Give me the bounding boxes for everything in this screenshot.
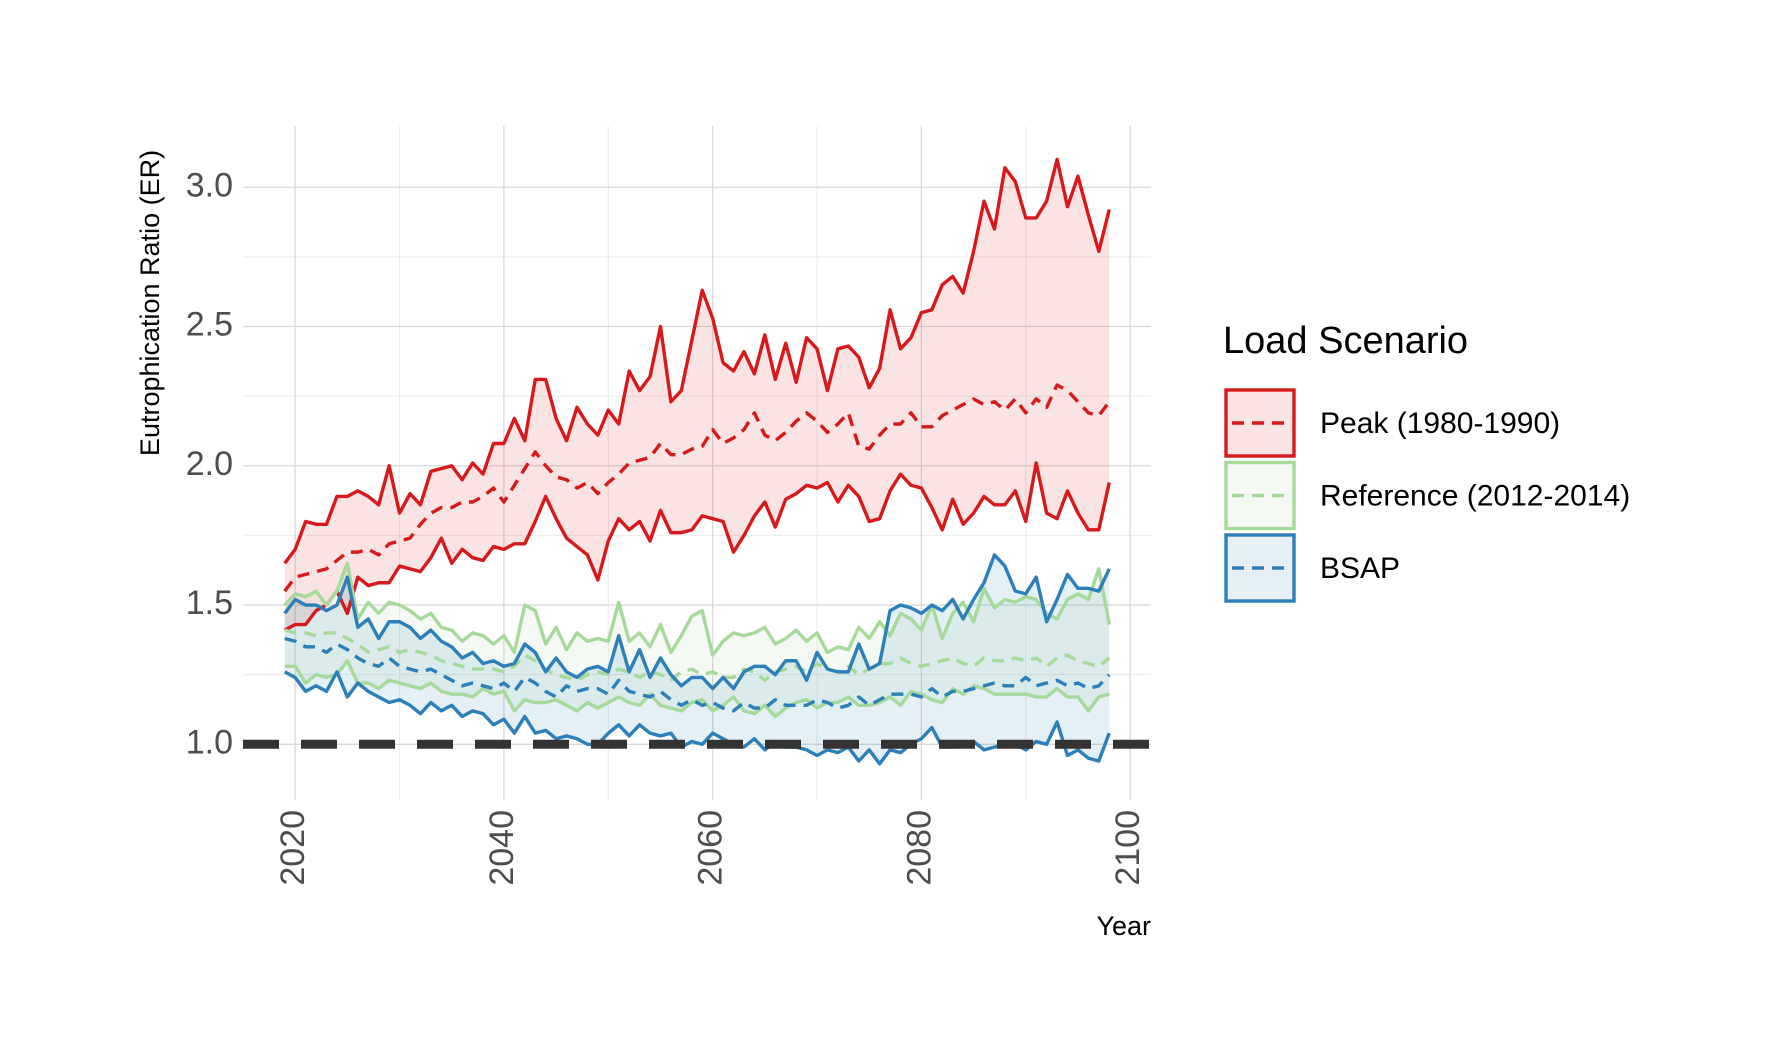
mean-line [284,628,1111,682]
x-tick-label: 2040 [483,810,521,886]
x-tick-label: 2080 [900,810,938,886]
legend-label: BSAP [1320,552,1400,585]
y-tick-label: 1.5 [186,584,233,622]
y-tick-label: 3.0 [186,166,233,204]
bound-line [283,157,1111,565]
ribbon [284,159,1110,631]
mean-line [284,636,1111,713]
mean-line [283,383,1111,593]
x-axis-title: Year [1096,911,1151,941]
legend-label: Peak (1980-1990) [1320,407,1560,440]
y-tick-label: 2.5 [186,306,233,344]
x-tick-label: 2020 [274,810,312,886]
grid [243,126,1151,800]
y-tick-label: 1.0 [186,723,233,761]
y-tick-label: 2.0 [186,445,233,483]
legend-label: Reference (2012-2014) [1320,479,1630,512]
bound-line [283,561,1111,657]
x-tick-label: 2100 [1109,810,1147,886]
legend-title: Load Scenario [1223,320,1468,362]
x-tick-label: 2060 [692,810,730,886]
ribbon [284,563,1110,717]
bound-line [283,461,1111,632]
bound-line [283,553,1111,691]
y-axis-title: Eutrophication Ratio (ER) [135,150,165,456]
